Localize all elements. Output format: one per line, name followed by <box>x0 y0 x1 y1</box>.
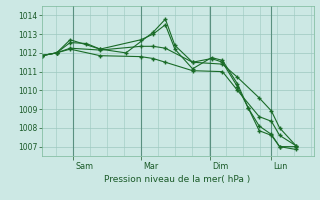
Text: Lun: Lun <box>274 162 288 171</box>
Text: Sam: Sam <box>75 162 93 171</box>
Text: Mar: Mar <box>143 162 158 171</box>
Text: Dim: Dim <box>212 162 229 171</box>
X-axis label: Pression niveau de la mer( hPa ): Pression niveau de la mer( hPa ) <box>104 175 251 184</box>
